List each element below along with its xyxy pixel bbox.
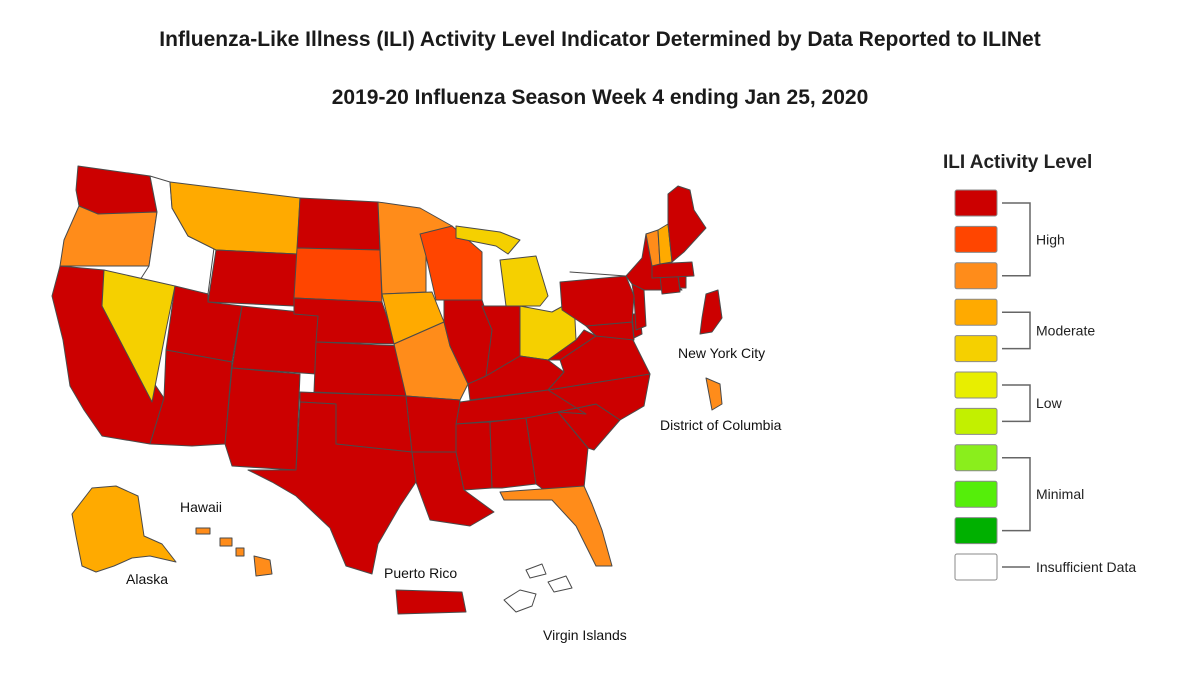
legend-bracket-moderate: [1002, 311, 1031, 350]
legend-title: ILI Activity Level: [943, 152, 1092, 173]
chart-title: Influenza-Like Illness (ILI) Activity Le…: [159, 28, 1041, 51]
legend-label-low: Low: [1036, 395, 1063, 411]
legend-swatch-level-6: [954, 335, 998, 363]
region-virgin-islands: [503, 563, 573, 613]
legend-bracket-low: [1002, 384, 1031, 423]
region-washington: [75, 165, 158, 215]
legend-bracket-minimal: [1002, 457, 1031, 532]
region-south-dakota: [293, 247, 383, 303]
region-mississippi: [455, 421, 493, 491]
legend-bracket-high: [1002, 202, 1031, 277]
region-arkansas: [405, 395, 461, 453]
legend-label-high: High: [1036, 231, 1065, 247]
region-florida: [499, 485, 613, 567]
region-colorado: [231, 305, 321, 375]
region-michigan: [455, 225, 549, 307]
region-nevada: [101, 269, 176, 403]
region-rhode-island: [677, 275, 687, 289]
region-maine: [667, 185, 707, 263]
ili-legend: ILI Activity Level High Moderate Low Minima…: [943, 152, 1136, 581]
map-label-virgin-islands: Virgin Islands: [543, 627, 627, 643]
legend-label-moderate: Moderate: [1036, 322, 1095, 338]
map-label-new-york-city: New York City: [678, 345, 765, 361]
map-label-puerto-rico: Puerto Rico: [384, 565, 457, 581]
chart-subtitle: 2019-20 Influenza Season Week 4 ending J…: [331, 86, 869, 109]
region-massachusetts: [651, 261, 695, 279]
legend-swatch-level-4: [954, 407, 998, 435]
region-arizona: [149, 349, 233, 447]
region-west-virginia: [547, 329, 597, 361]
region-north-dakota: [296, 197, 381, 251]
legend-swatch-level-2: [954, 480, 998, 508]
region-alaska: [71, 485, 177, 573]
region-new-mexico: [224, 367, 301, 471]
region-district-of-columbia: [705, 377, 723, 411]
us-ili-map: New York City District of Columbia Hawaii A…: [51, 165, 782, 643]
region-oregon: [59, 205, 158, 267]
legend-swatch-insufficient: [954, 553, 998, 581]
legend-swatch-level-3: [954, 444, 998, 472]
map-label-hawaii: Hawaii: [180, 499, 222, 515]
region-north-carolina: [547, 373, 651, 421]
legend-label-insufficient-data: Insufficient Data: [1036, 559, 1136, 575]
region-kansas: [313, 341, 407, 397]
region-kentucky: [467, 355, 565, 401]
map-label-alaska: Alaska: [126, 571, 168, 587]
legend-swatch-level-7: [954, 298, 998, 326]
region-wyoming: [207, 249, 298, 307]
region-hawaii: [195, 527, 273, 577]
legend-swatch-level-8: [954, 262, 998, 290]
region-connecticut: [659, 275, 681, 295]
region-alabama: [489, 417, 537, 489]
legend-swatch-level-9: [954, 225, 998, 253]
legend-label-minimal: Minimal: [1036, 486, 1084, 502]
legend-swatch-level-10: [954, 189, 998, 217]
legend-swatch-level-1: [954, 517, 998, 545]
legend-swatch-level-5: [954, 371, 998, 399]
region-puerto-rico: [395, 589, 467, 615]
region-texas: [247, 401, 417, 575]
region-new-york-city: [699, 289, 723, 335]
map-label-district-of-columbia: District of Columbia: [660, 417, 782, 433]
